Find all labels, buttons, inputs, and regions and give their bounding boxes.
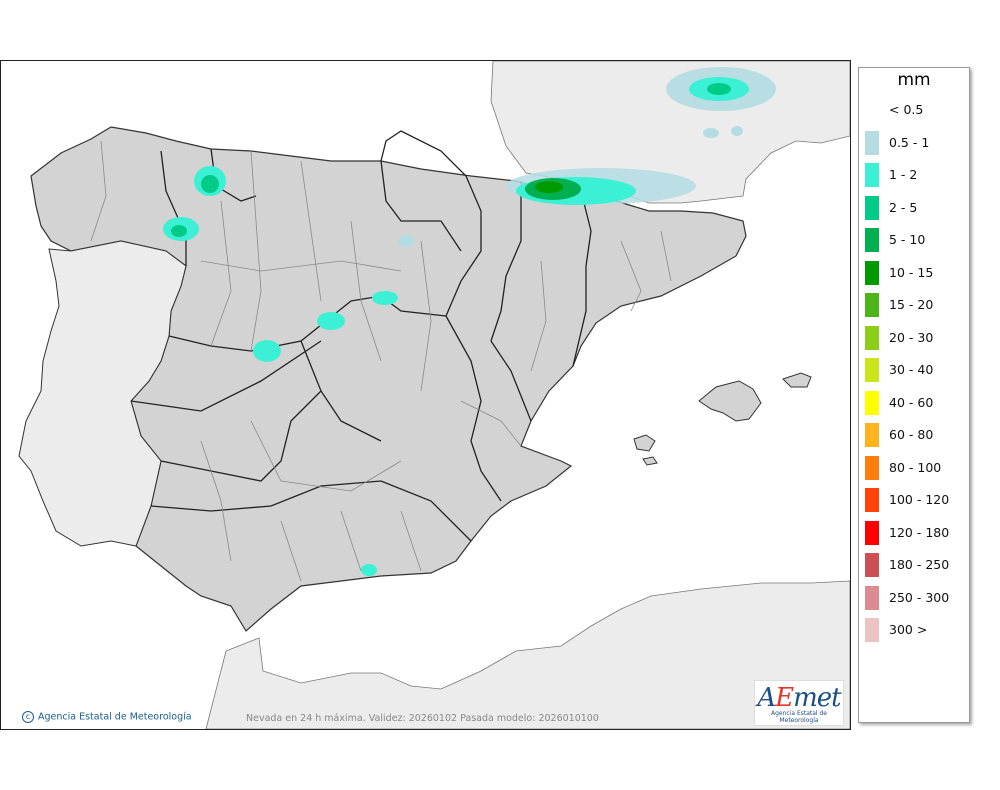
legend-label: < 0.5 xyxy=(889,102,924,117)
legend-swatch xyxy=(865,260,879,285)
formentera xyxy=(642,456,658,466)
legend-swatch xyxy=(865,390,879,415)
region-boundaries xyxy=(130,130,592,542)
snow-france-small-2 xyxy=(731,126,743,136)
legend-item: < 0.5 xyxy=(859,98,969,122)
snow-iberico xyxy=(398,235,414,247)
copyright-icon: c xyxy=(22,711,34,723)
legend-swatch xyxy=(865,195,879,220)
legend-label: 100 - 120 xyxy=(889,492,950,507)
legend-swatch xyxy=(865,455,879,480)
legend-unit: mm xyxy=(897,70,931,90)
legend-label: 180 - 250 xyxy=(889,557,950,572)
snow-cantabria-core xyxy=(201,175,219,193)
legend-item: 30 - 40 xyxy=(859,358,969,382)
legend-item: 60 - 80 xyxy=(859,423,969,447)
legend-swatch xyxy=(865,163,879,187)
legend: mm < 0.5 0.5 - 1 1 - 2 2 - 5 5 - 10 10 - 15 15… xyxy=(858,67,970,723)
legend-item: 2 - 5 xyxy=(859,195,969,220)
snow-france-core xyxy=(707,83,731,95)
legend-label: 5 - 10 xyxy=(889,232,926,247)
legend-item: 10 - 15 xyxy=(859,260,969,285)
snow-france-small xyxy=(703,128,719,138)
aemet-logo: AEmet Agencia Estatal de Meteorología xyxy=(754,680,844,726)
menorca xyxy=(782,372,812,388)
legend-item: 0.5 - 1 xyxy=(859,130,969,155)
snow-ayllon xyxy=(372,291,398,305)
legend-swatch xyxy=(865,423,879,447)
legend-swatch xyxy=(865,130,879,155)
legend-label: 1 - 2 xyxy=(889,167,918,182)
legend-item: 100 - 120 xyxy=(859,488,969,512)
legend-label: 0.5 - 1 xyxy=(889,134,930,150)
mallorca xyxy=(698,380,762,422)
legend-item: 80 - 100 xyxy=(859,455,969,480)
legend-swatch xyxy=(865,228,879,252)
legend-swatch xyxy=(865,618,879,642)
province-boundaries xyxy=(90,140,672,582)
snow-pyrenees-peak xyxy=(535,181,563,193)
legend-label: 40 - 60 xyxy=(889,394,934,410)
agency-credit: c Agencia Estatal de Meteorología xyxy=(22,711,192,723)
legend-label: 10 - 15 xyxy=(889,264,934,280)
legend-label: 20 - 30 xyxy=(889,329,934,345)
legend-item: 40 - 60 xyxy=(859,390,969,415)
legend-swatch xyxy=(865,520,879,545)
legend-swatch xyxy=(865,98,879,122)
legend-label: 80 - 100 xyxy=(889,459,942,475)
snow-leon-core xyxy=(171,225,187,237)
legend-item: 15 - 20 xyxy=(859,293,969,317)
legend-item: 5 - 10 xyxy=(859,228,969,252)
snowfall-areas xyxy=(163,67,776,576)
legend-item: 20 - 30 xyxy=(859,325,969,350)
legend-swatch xyxy=(865,325,879,350)
agency-credit-text: Agencia Estatal de Meteorología xyxy=(38,711,192,723)
map-svg xyxy=(18,61,850,729)
map-frame xyxy=(0,60,851,730)
legend-item: 300 > xyxy=(859,618,969,642)
africa-landmass xyxy=(205,580,850,729)
legend-label: 60 - 80 xyxy=(889,427,934,442)
legend-label: 120 - 180 xyxy=(889,524,950,540)
legend-item: 1 - 2 xyxy=(859,163,969,187)
legend-label: 2 - 5 xyxy=(889,199,918,215)
legend-swatch xyxy=(865,358,879,382)
legend-swatch xyxy=(865,585,879,610)
legend-label: 15 - 20 xyxy=(889,297,934,312)
legend-label: 250 - 300 xyxy=(889,589,950,605)
map-caption: Nevada en 24 h máxima. Validez: 20260102… xyxy=(246,713,599,724)
ibiza xyxy=(633,434,656,452)
snow-sierra-nevada xyxy=(361,564,377,576)
legend-item: 120 - 180 xyxy=(859,520,969,545)
legend-swatch xyxy=(865,293,879,317)
legend-item: 250 - 300 xyxy=(859,585,969,610)
aemet-logo-wordmark: AEmet xyxy=(757,683,841,713)
legend-swatch xyxy=(865,488,879,512)
legend-label: 300 > xyxy=(889,622,928,637)
portugal-landmass xyxy=(18,240,187,547)
aemet-logo-subtitle: Agencia Estatal de Meteorología xyxy=(770,710,827,724)
snow-guadarrama xyxy=(317,312,345,330)
legend-swatch xyxy=(865,553,879,577)
legend-item: 180 - 250 xyxy=(859,553,969,577)
legend-label: 30 - 40 xyxy=(889,362,934,377)
snow-gredos xyxy=(253,340,281,362)
